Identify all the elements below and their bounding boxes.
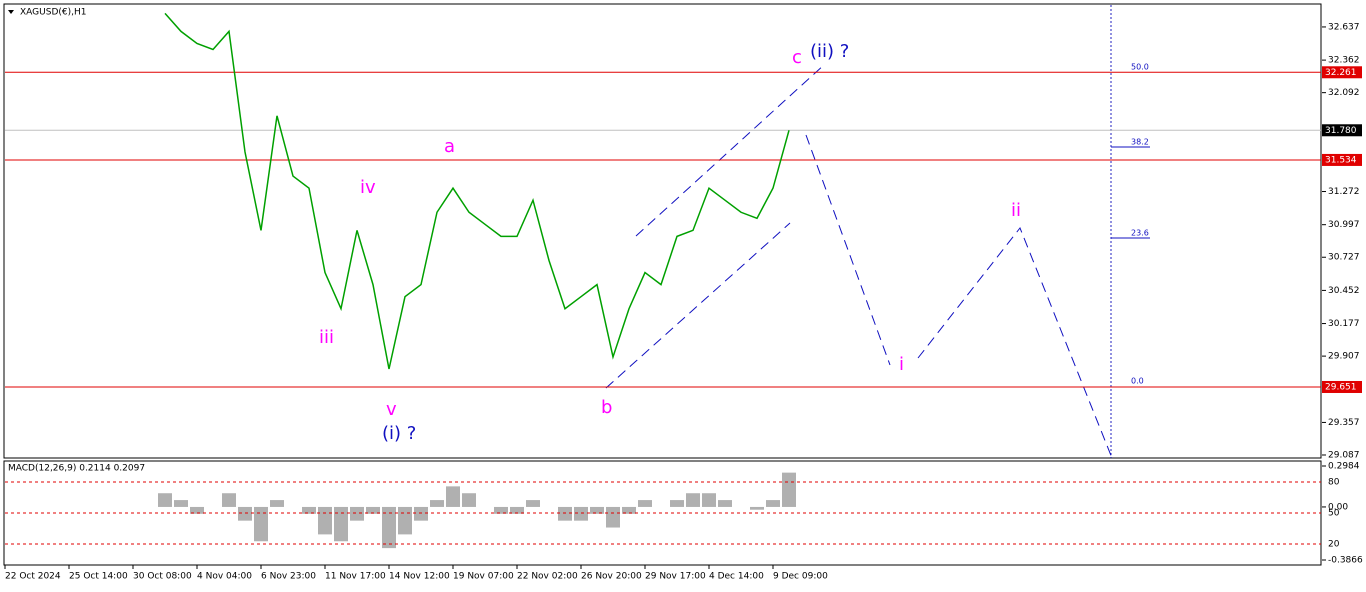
level-box [1322,380,1362,393]
y-tick-label: 32.362 [1328,56,1360,66]
macd-bar [590,506,604,514]
price-frame [3,3,1322,459]
x-tick-label: 11 Nov 17:00 [325,572,386,582]
x-tick-label: 25 Oct 14:00 [69,572,128,582]
x-tick-label: 19 Nov 07:00 [453,572,514,582]
macd-title: MACD(12,26,9) 0.2114 0.2097 [8,464,145,474]
macd-bar [270,500,284,507]
fib-label: 0.0 [1131,377,1144,386]
macd-tick-label: 0.00 [1328,502,1348,512]
fib-label: 38.2 [1131,138,1149,147]
wave-label: iv [360,177,376,198]
y-tick-label: 32.637 [1328,22,1360,32]
x-tick-label: 22 Nov 02:00 [517,572,578,582]
macd-bar [238,506,252,521]
macd-bar [430,500,444,507]
macd-bar [558,506,572,521]
y-tick-label: 29.907 [1328,352,1360,362]
wave-label: i [899,354,904,375]
macd-bar [638,500,652,507]
y-tick-label: 30.177 [1328,319,1360,329]
macd-bar [350,506,364,521]
level-box [1322,153,1362,166]
fib-label: 50.0 [1131,63,1149,72]
wave-label: b [601,397,612,418]
macd-bar [702,493,716,507]
panel-level-label: 20 [1328,540,1340,550]
wave-label: c [792,47,802,68]
macd-bar [174,500,188,507]
macd-bar [222,493,236,507]
wave-label: (ii) ? [810,41,849,62]
x-tick-label: 26 Nov 20:00 [581,572,642,582]
macd-bar [574,506,588,521]
level-label: 32.261 [1325,68,1357,78]
macd-bar [398,506,412,535]
macd-bar [158,493,172,507]
macd-bar [766,500,780,507]
x-tick-label: 4 Dec 14:00 [709,572,764,582]
macd-bar [254,506,268,542]
macd-bar [382,506,396,549]
macd-bar [190,506,204,514]
macd-bar [494,506,508,514]
macd-bar [302,506,316,514]
wave-label: a [444,136,455,157]
x-tick-label: 14 Nov 12:00 [389,572,450,582]
current-price-label: 31.780 [1325,126,1357,136]
wave-label: iii [319,327,334,348]
y-tick-label: 30.452 [1328,286,1360,296]
macd-bar [782,472,796,507]
x-tick-label: 9 Dec 09:00 [773,572,828,582]
macd-bar [686,493,700,507]
x-tick-label: 4 Nov 04:00 [197,572,252,582]
panel-level-label: 80 [1328,478,1340,488]
fib-markers [1111,146,1150,239]
level-box [1322,66,1362,79]
fib-label: 23.6 [1131,229,1149,238]
macd-tick-label: 0.2984 [1328,462,1360,472]
macd-tick-label: -0.3866 [1328,556,1363,566]
panel-level-label: 50 [1328,509,1340,519]
x-tick-label: 6 Nov 23:00 [261,572,316,582]
y-tick-label: 30.727 [1328,253,1360,263]
y-tick-label: 30.997 [1328,220,1360,230]
wave-label: ii [1011,200,1021,221]
macd-bar [446,486,460,507]
macd-bar [318,506,332,535]
macd-bar [334,506,348,542]
x-tick-label: 29 Nov 17:00 [645,572,706,582]
wave-channel [605,63,1113,459]
macd-bar [718,500,732,507]
macd-bar [414,506,428,521]
y-tick-label: 29.357 [1328,418,1360,428]
wave-label: v [386,399,397,420]
macd-bar [462,493,476,507]
menu-triangle[interactable] [8,10,14,14]
macd-bar [622,506,636,514]
price-line [164,12,790,370]
macd-bar [366,506,380,514]
symbol-title: XAGUSD(€),H1 [20,8,86,18]
macd-bar [606,506,620,528]
y-tick-label: 29.087 [1328,450,1360,460]
y-tick-label: 31.272 [1328,187,1360,197]
x-tick-label: 30 Oct 08:00 [133,572,192,582]
level-label: 29.651 [1325,382,1357,392]
level-label: 31.534 [1325,155,1357,165]
macd-bar [750,506,764,510]
x-tick-label: 22 Oct 2024 [5,572,61,582]
macd-bar [510,506,524,514]
macd-bar [670,500,684,507]
current-price-box [1322,124,1362,137]
y-tick-label: 32.092 [1328,88,1360,98]
macd-bar [526,500,540,507]
wave-label: (i) ? [382,423,416,444]
